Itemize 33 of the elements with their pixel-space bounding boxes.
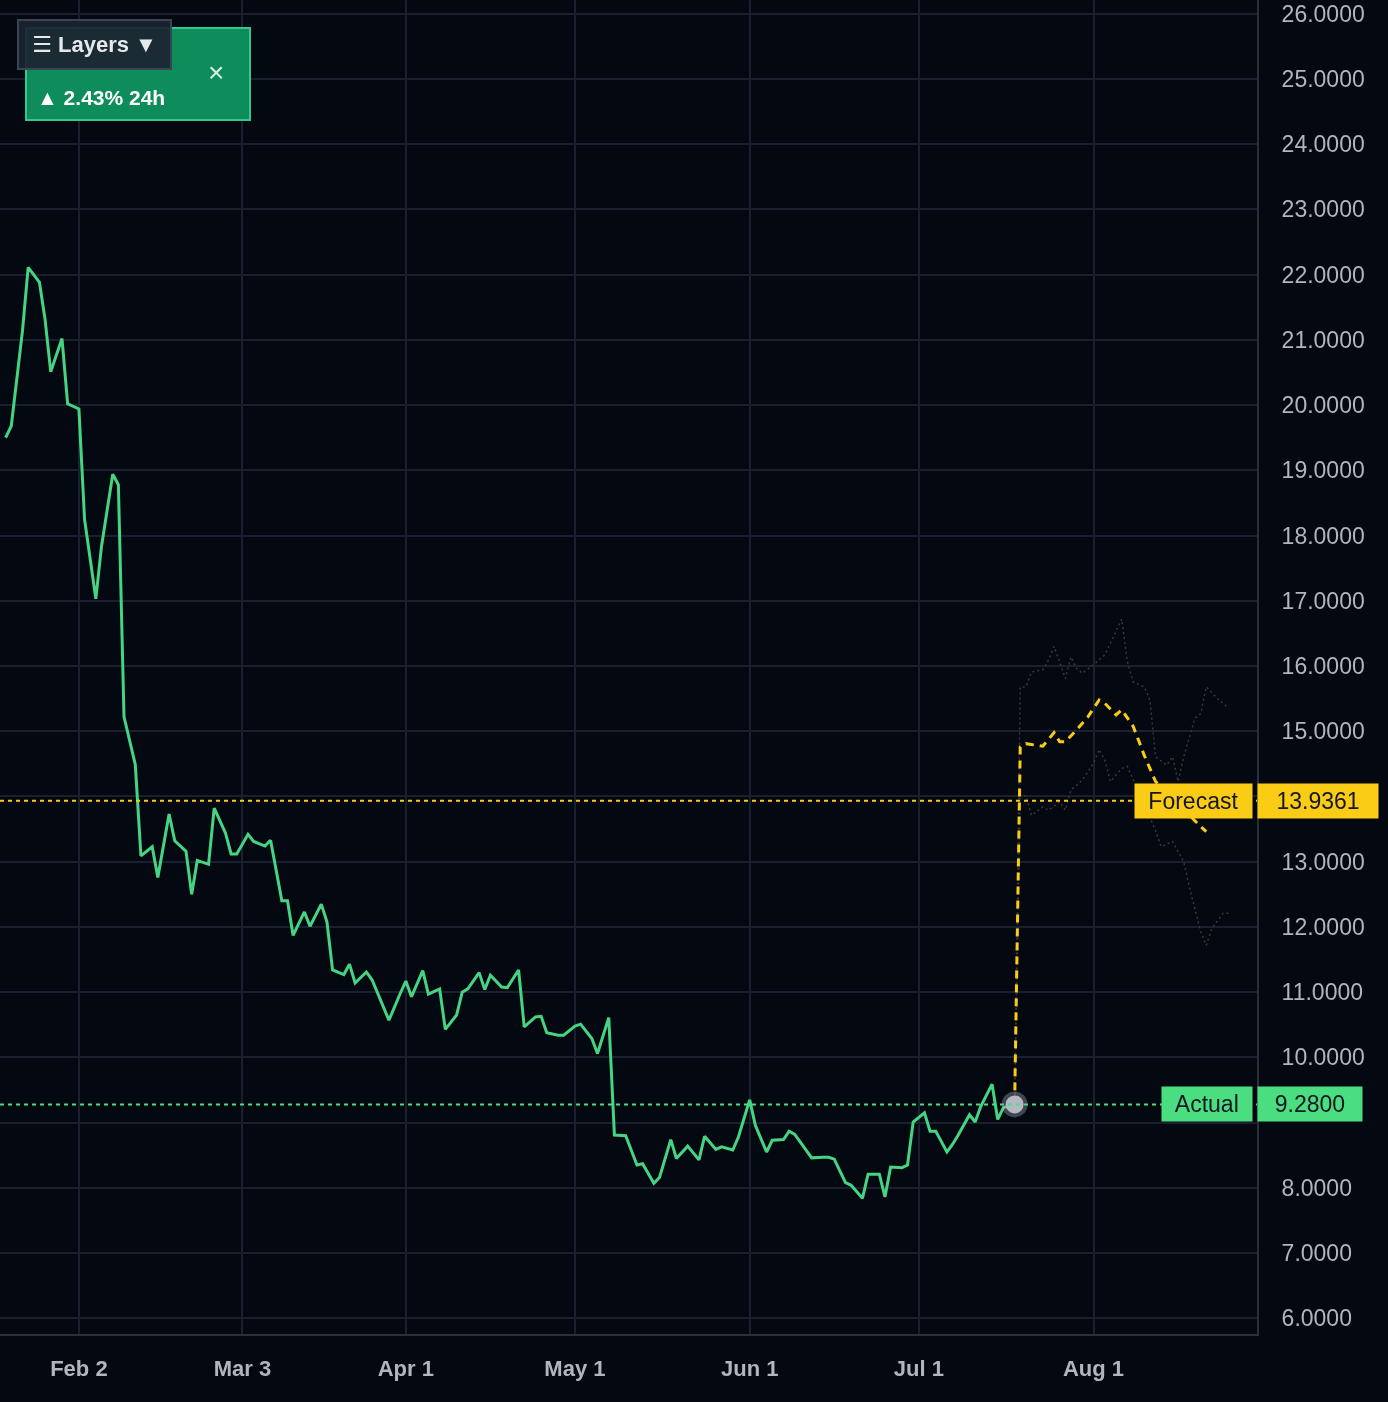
x-tick-label: Feb 2 [50, 1356, 108, 1382]
x-tick-label: Jun 1 [720, 1356, 779, 1382]
annotation: ▲ 2.43% 24h [37, 86, 166, 109]
y-tick-label: 7.0000 [1281, 1240, 1352, 1267]
x-tick-label: May 1 [544, 1356, 606, 1382]
annotation: ☰ Layers ▼ [32, 32, 157, 57]
ref-line-label: Forecast [1148, 788, 1239, 814]
y-tick-label: 22.0000 [1281, 261, 1365, 288]
y-tick-label: 18.0000 [1281, 522, 1365, 549]
y-tick-label: 12.0000 [1281, 914, 1365, 940]
ref-line-label: Actual [1174, 1091, 1239, 1117]
y-tick-label: 19.0000 [1281, 457, 1365, 484]
y-tick-label: 16.0000 [1281, 653, 1365, 680]
y-tick-label: 21.0000 [1281, 326, 1365, 353]
y-tick-label: 17.0000 [1281, 587, 1365, 614]
y-tick-label: 11.0000 [1281, 979, 1364, 1006]
y-tick-label: 26.0000 [1281, 0, 1365, 27]
y-tick-label: 6.0000 [1281, 1305, 1352, 1332]
y-tick-label: 15.0000 [1281, 718, 1365, 745]
text: 13.9361 [1276, 788, 1360, 814]
y-tick-label: 23.0000 [1281, 196, 1365, 223]
x-tick-label: Apr 1 [377, 1356, 434, 1382]
x-tick-label: Aug 1 [1062, 1356, 1125, 1382]
y-tick-label: 24.0000 [1281, 131, 1365, 158]
y-tick-label: 10.0000 [1281, 1044, 1365, 1071]
text: 9.2800 [1274, 1091, 1346, 1117]
x-tick-label: Jul 1 [893, 1356, 944, 1382]
y-tick-label: 8.0000 [1281, 1174, 1352, 1201]
y-tick-label: 25.0000 [1281, 65, 1365, 92]
y-tick-label: 13.0000 [1281, 848, 1365, 875]
y-tick-label: 20.0000 [1281, 392, 1365, 419]
x-tick-label: Mar 3 [213, 1356, 272, 1382]
annotation: × [208, 57, 225, 88]
